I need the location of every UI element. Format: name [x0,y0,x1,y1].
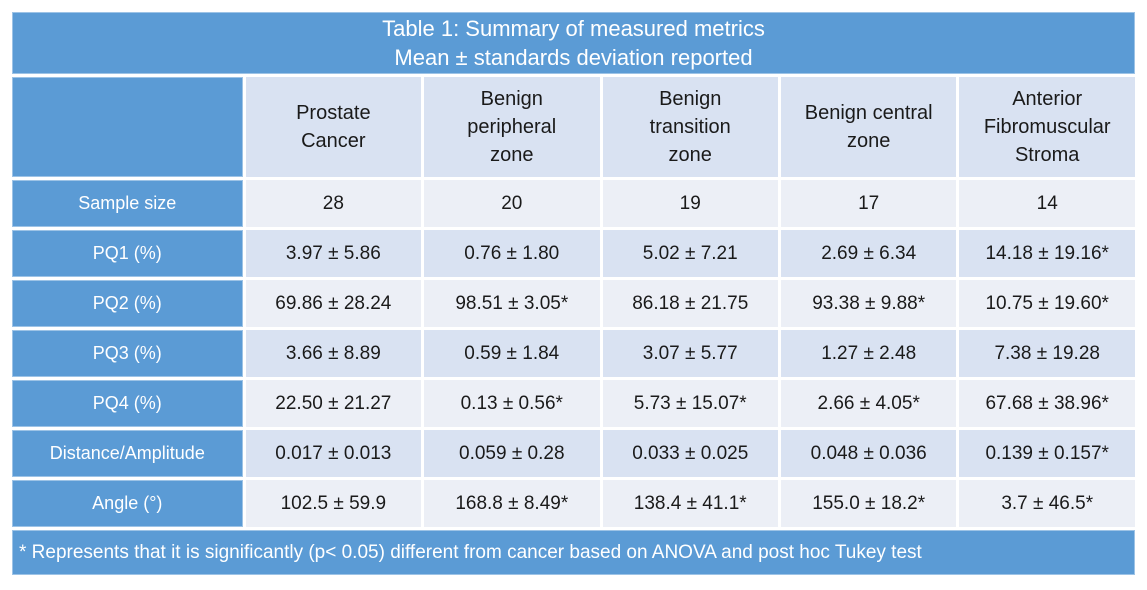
table-row-distance-amplitude: Distance/Amplitude 0.017 ± 0.013 0.059 ±… [12,430,1135,477]
row-label-distance-amplitude: Distance/Amplitude [12,430,243,477]
column-header-row: Prostate Cancer Benign peripheral zone B… [12,77,1135,177]
data-cell: 67.68 ± 38.96* [959,380,1135,427]
data-cell: 7.38 ± 19.28 [959,330,1135,377]
row-label-pq1: PQ1 (%) [12,230,243,277]
summary-metrics-table: Table 1: Summary of measured metrics Mea… [9,9,1138,578]
col-header-benign-central-zone: Benign central zone [780,77,957,177]
table-title-line2: Mean ± standards deviation reported [394,45,753,70]
data-cell: 102.5 ± 59.9 [245,480,422,527]
data-cell: 1.27 ± 2.48 [780,330,957,377]
table-title-row: Table 1: Summary of measured metrics Mea… [12,12,1135,74]
data-cell: 138.4 ± 41.1* [602,480,778,527]
data-cell: 5.73 ± 15.07* [602,380,778,427]
data-cell: 93.38 ± 9.88* [780,280,957,327]
data-cell: 168.8 ± 8.49* [424,480,600,527]
data-cell: 98.51 ± 3.05* [424,280,600,327]
data-cell: 0.017 ± 0.013 [245,430,422,477]
data-cell: 0.59 ± 1.84 [424,330,600,377]
data-cell: 14 [959,180,1135,227]
data-cell: 19 [602,180,778,227]
data-cell: 3.66 ± 8.89 [245,330,422,377]
data-cell: 2.69 ± 6.34 [780,230,957,277]
row-label-angle: Angle (°) [12,480,243,527]
data-cell: 0.033 ± 0.025 [602,430,778,477]
data-cell: 3.97 ± 5.86 [245,230,422,277]
data-cell: 69.86 ± 28.24 [245,280,422,327]
data-cell: 17 [780,180,957,227]
table-row-pq3: PQ3 (%) 3.66 ± 8.89 0.59 ± 1.84 3.07 ± 5… [12,330,1135,377]
table-row-sample-size: Sample size 28 20 19 17 14 [12,180,1135,227]
table-title-line1: Table 1: Summary of measured metrics [382,16,765,41]
data-cell: 3.7 ± 46.5* [959,480,1135,527]
data-cell: 5.02 ± 7.21 [602,230,778,277]
col-header-benign-peripheral-zone: Benign peripheral zone [424,77,600,177]
row-label-pq3: PQ3 (%) [12,330,243,377]
table-row-pq2: PQ2 (%) 69.86 ± 28.24 98.51 ± 3.05* 86.1… [12,280,1135,327]
data-cell: 20 [424,180,600,227]
data-cell: 22.50 ± 21.27 [245,380,422,427]
col-header-anterior-fibromuscular-stroma: Anterior Fibromuscular Stroma [959,77,1135,177]
data-cell: 0.76 ± 1.80 [424,230,600,277]
significance-footnote: * Represents that it is significantly (p… [12,530,1135,575]
data-cell: 0.048 ± 0.036 [780,430,957,477]
table-title: Table 1: Summary of measured metrics Mea… [12,12,1135,74]
row-label-pq2: PQ2 (%) [12,280,243,327]
data-cell: 155.0 ± 18.2* [780,480,957,527]
data-cell: 14.18 ± 19.16* [959,230,1135,277]
data-cell: 28 [245,180,422,227]
table-row-pq4: PQ4 (%) 22.50 ± 21.27 0.13 ± 0.56* 5.73 … [12,380,1135,427]
row-label-sample-size: Sample size [12,180,243,227]
col-header-prostate-cancer: Prostate Cancer [245,77,422,177]
col-header-benign-transition-zone: Benign transition zone [602,77,778,177]
data-cell: 2.66 ± 4.05* [780,380,957,427]
corner-cell [12,77,243,177]
data-cell: 0.059 ± 0.28 [424,430,600,477]
data-cell: 0.13 ± 0.56* [424,380,600,427]
table-row-angle: Angle (°) 102.5 ± 59.9 168.8 ± 8.49* 138… [12,480,1135,527]
table-row-pq1: PQ1 (%) 3.97 ± 5.86 0.76 ± 1.80 5.02 ± 7… [12,230,1135,277]
data-cell: 3.07 ± 5.77 [602,330,778,377]
row-label-pq4: PQ4 (%) [12,380,243,427]
data-cell: 10.75 ± 19.60* [959,280,1135,327]
data-cell: 0.139 ± 0.157* [959,430,1135,477]
footnote-row: * Represents that it is significantly (p… [12,530,1135,575]
data-cell: 86.18 ± 21.75 [602,280,778,327]
